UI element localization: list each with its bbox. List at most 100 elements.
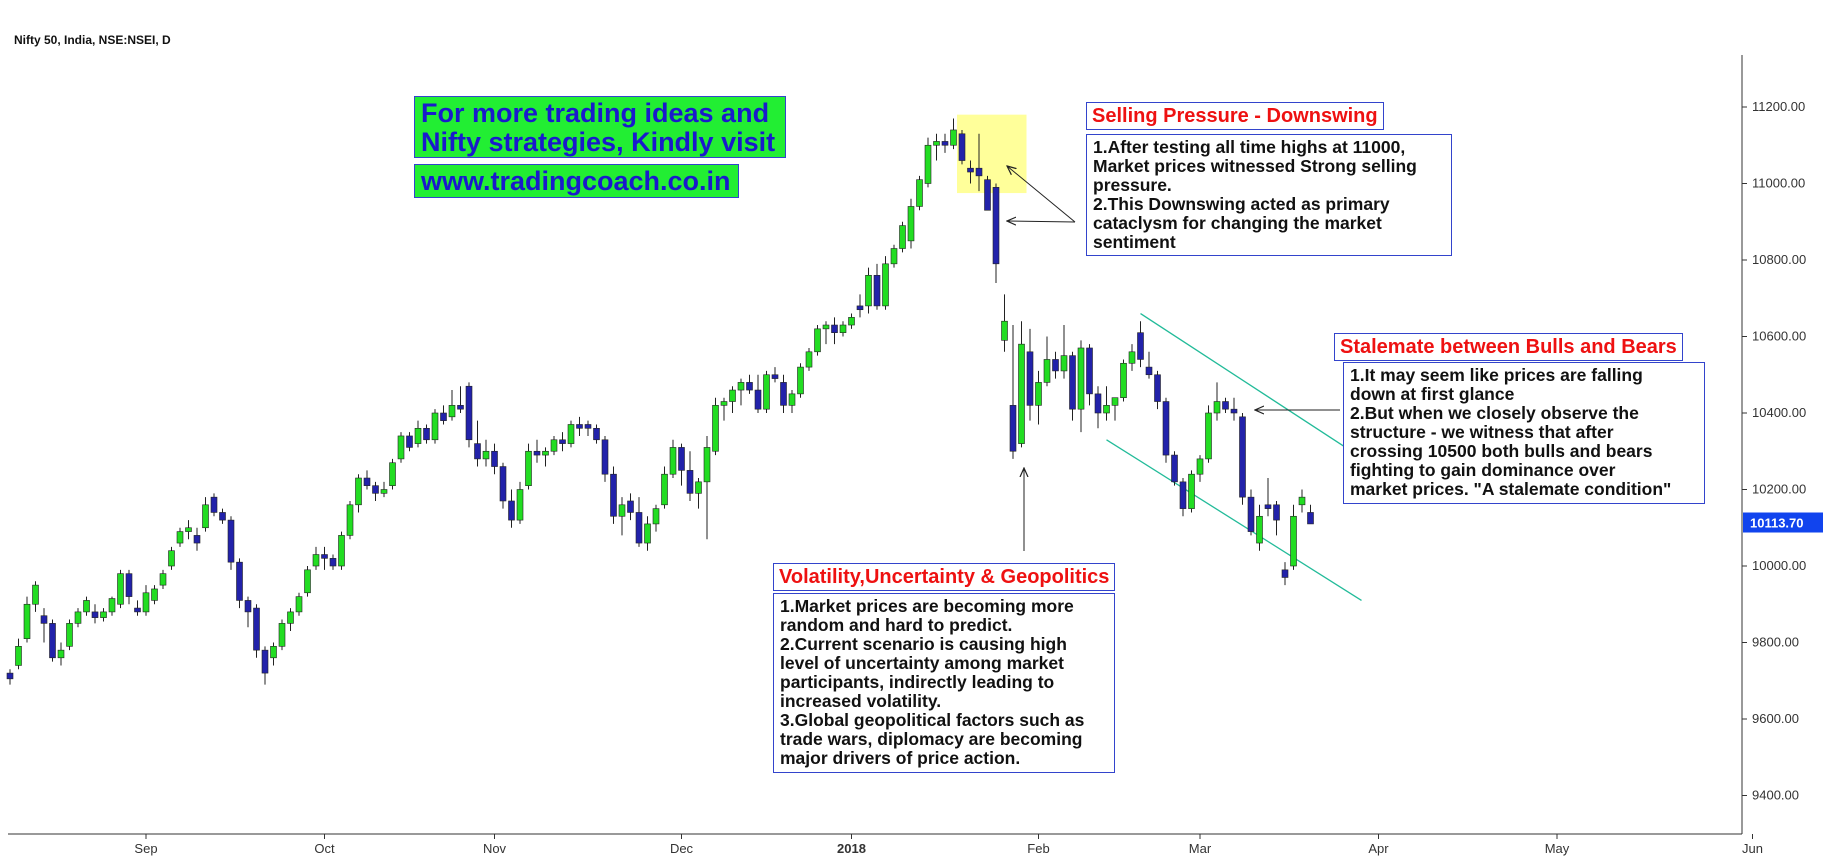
candle-body [227,519,235,563]
highlight-zone-layer [957,114,1027,194]
candle [848,313,855,329]
candle [763,370,770,413]
candle-body [1069,355,1076,410]
candle-body [882,263,889,307]
candle [1069,351,1076,421]
candle-body [746,382,753,391]
candle-body [261,649,269,674]
candle-body [457,405,464,410]
candle [703,435,711,540]
stalemate-line: 1.It may seem like prices are falling [1350,365,1643,385]
candle [244,596,252,628]
candle-body [550,439,558,452]
candle [737,378,745,406]
candle [686,451,694,501]
candle-body [151,588,158,601]
candle [567,420,575,448]
candle [644,516,651,551]
candle [423,424,430,444]
candle [584,420,592,436]
candle [1086,344,1093,406]
candle-body [533,450,541,456]
candle [652,504,660,532]
candle-body [1009,405,1017,452]
y-tick-label: 9400.00 [1752,788,1799,803]
candle-body [686,470,694,494]
candle [1247,489,1255,536]
volatility-line: random and hard to predict. [780,615,1013,635]
volatility-line: trade wars, diplomacy are becoming [780,729,1083,749]
stalemate-line: crossing 10500 both bulls and bears [1350,441,1653,461]
candle [57,642,65,666]
candle-body [1222,401,1229,410]
candle-body [924,144,932,184]
candle-body [754,389,762,410]
candle [389,458,396,490]
candle-body [219,512,226,521]
selling-line: cataclysm for changing the market [1093,213,1382,233]
promo-line-2: Nifty strategies, Kindly visit [421,127,776,157]
candle-body [23,603,31,639]
candle-body [797,366,804,395]
volatility-title: Volatility,Uncertainty & Geopolitics [773,563,1116,591]
candle [1128,344,1136,371]
candle [754,374,762,413]
candle-body [236,561,243,601]
candle-body [1035,382,1042,406]
promo-url[interactable]: www.tradingcoach.co.in [414,164,739,198]
candle [907,198,915,249]
candle [1162,397,1170,463]
candle-body [49,623,56,659]
annotation-arrow [1007,221,1076,222]
candle [338,531,345,570]
candle [40,608,48,643]
candle-body [491,450,498,467]
candle [1077,340,1085,433]
candle-body [372,485,379,494]
candle-body [125,573,133,597]
highlight-zone [957,114,1027,194]
candle-body [1307,512,1314,525]
candle [270,642,277,666]
candle [1290,504,1297,570]
candle [1145,351,1153,379]
candle [91,604,99,624]
candle [814,325,821,356]
candle-body [958,133,966,161]
candle [1137,321,1144,368]
candle [542,447,549,467]
candle [1154,370,1161,410]
candle-body [1077,347,1085,410]
candle-body [1154,374,1161,402]
candle [66,619,73,651]
candle-body [1290,515,1297,567]
candle-body [193,535,201,544]
y-tick-label: 11200.00 [1752,99,1805,114]
candle-body [618,504,626,517]
candle [1060,325,1068,379]
candle [1026,328,1034,421]
volatility-line: level of uncertainty among market [780,653,1064,673]
candle-body [508,500,515,521]
candle [533,439,541,463]
candle [950,118,957,150]
candle [746,374,753,394]
stalemate-line: down at first glance [1350,384,1515,404]
candle-body [185,527,192,532]
candle-body [134,607,141,613]
candle [329,554,337,570]
candle-body [397,435,405,460]
candle [1035,370,1042,425]
candle-body [1281,569,1289,578]
candle [729,386,736,413]
annotation-arrow [1007,166,1076,223]
candle-body [890,248,898,265]
axes-layer: 11200.00 11000.00 10800.00 10600.00 10400.00… [8,55,1823,856]
candle-body [661,473,668,506]
candle [1052,351,1059,379]
candle [406,432,413,452]
candle [1120,359,1127,402]
selling-pressure-body: 1.After testing all time highs at 11000,… [1086,134,1452,256]
candle-body [635,512,643,544]
